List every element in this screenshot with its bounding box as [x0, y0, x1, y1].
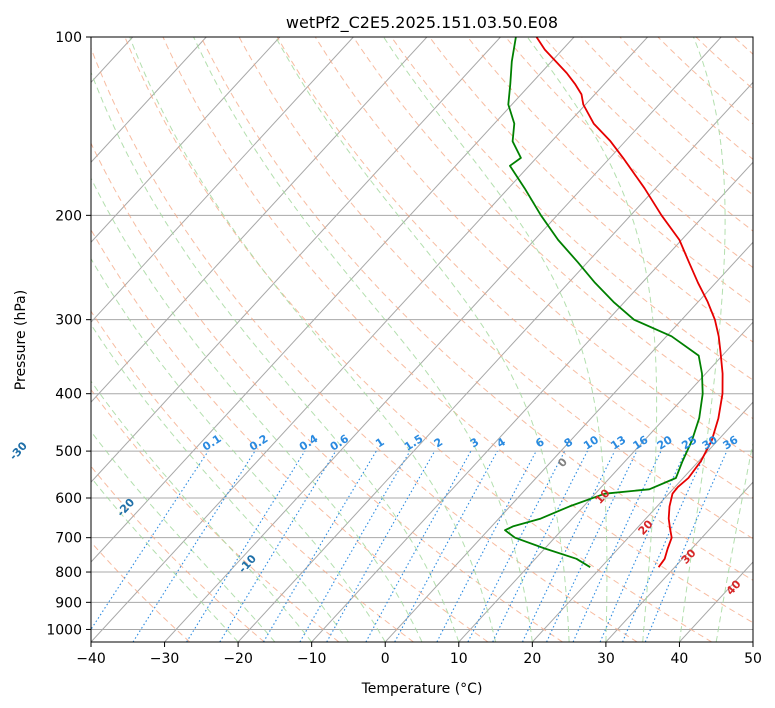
x-tick-label: −20 — [223, 651, 253, 667]
isotherm-line — [237, 81, 753, 642]
isotherm-line — [605, 481, 753, 642]
mixing-ratio-line — [365, 450, 472, 642]
x-tick-label: 40 — [671, 651, 689, 667]
y-tick-label: 100 — [55, 30, 82, 46]
mixing-ratio-line — [299, 450, 411, 642]
moist-adiabat-line — [91, 70, 460, 642]
mixing-ratio-line — [622, 450, 707, 642]
dry-adiabat-line — [91, 310, 414, 642]
moist-adiabat-line — [275, 37, 570, 642]
dewpoint-profile-line — [504, 37, 704, 568]
isotherm-line — [91, 37, 575, 563]
y-axis-label: Pressure (hPa) — [13, 290, 29, 390]
mixing-ratio-line — [492, 450, 588, 642]
isotherm-line — [91, 37, 501, 483]
y-tick-label: 200 — [55, 208, 82, 224]
dry-adiabat-line — [91, 142, 563, 642]
isotherm-line — [91, 37, 354, 323]
moist-adiabat-line — [91, 177, 423, 642]
x-tick-label: −40 — [76, 651, 106, 667]
x-tick-label: 20 — [523, 651, 541, 667]
axis-ticks: −40 −30 −20 −10 0 10 20 30 40 50 100 200 300 400 500 60… — [46, 30, 762, 667]
dry-adiabat-line — [467, 37, 753, 306]
dry-adiabat-line — [91, 46, 638, 642]
mixing-ratio-lines — [91, 450, 728, 642]
mixing-ratio-line — [522, 450, 616, 642]
mixing-ratio-line — [599, 450, 687, 642]
isotherm-line — [752, 641, 753, 642]
y-tick-label: 900 — [55, 595, 82, 611]
y-tick-label: 300 — [55, 313, 82, 329]
dry-adiabat-line — [352, 37, 753, 420]
dry-adiabat-line — [390, 37, 753, 381]
temperature-profile-line — [535, 37, 724, 568]
dry-adiabat-line — [124, 37, 713, 642]
x-tick-label: 10 — [450, 651, 468, 667]
y-tick-label: 700 — [55, 531, 82, 547]
mixing-ratio-line — [546, 450, 638, 642]
isotherm-line — [91, 37, 281, 243]
chart-title: wetPf2_C2E5.2025.151.03.50.E08 — [286, 13, 558, 33]
dry-adiabat-line — [276, 37, 753, 499]
mixing-ratio-line — [132, 450, 256, 642]
mixing-ratio-line — [394, 450, 498, 642]
dry-adiabat-line — [238, 37, 753, 540]
moist-adiabat-line — [383, 37, 608, 642]
dry-adiabat-line — [162, 37, 753, 624]
moist-adiabat-line — [193, 37, 533, 642]
dry-adiabat-line — [200, 37, 753, 581]
y-tick-label: 500 — [55, 444, 82, 460]
plot-frame — [90, 36, 754, 643]
plot-area — [91, 37, 753, 642]
y-tick-label: 1000 — [46, 622, 82, 638]
sounding-profiles — [504, 37, 724, 568]
moist-adiabat-line — [678, 37, 726, 642]
x-tick-label: −10 — [297, 651, 327, 667]
isotherm-line — [531, 401, 753, 642]
x-tick-label: 50 — [744, 651, 762, 667]
x-tick-label: 0 — [381, 651, 390, 667]
mixing-ratio-line — [219, 450, 337, 642]
isotherm-line — [458, 321, 753, 642]
y-tick-label: 800 — [55, 565, 82, 581]
isotherm-line — [384, 241, 753, 642]
x-tick-label: 30 — [597, 651, 615, 667]
moist-adiabat-line — [715, 440, 753, 642]
mixing-ratio-line — [326, 450, 436, 642]
mixing-ratio-line — [644, 450, 728, 642]
mixing-ratio-line — [572, 450, 662, 642]
dry-adiabat-line — [619, 37, 753, 160]
moist-adiabat-line — [129, 37, 497, 642]
dry-adiabat-line — [314, 37, 753, 459]
x-axis-label: Temperature (°C) — [361, 681, 483, 697]
plot-border — [90, 36, 754, 643]
isotherm-line — [164, 37, 722, 642]
moist-adiabat-line — [91, 323, 349, 642]
isotherm-line — [0, 37, 59, 642]
mixing-ratio-line — [263, 450, 377, 642]
isotherm-line — [91, 37, 207, 164]
dry-adiabat-label: -30 — [7, 439, 30, 463]
isotherm-line — [91, 37, 428, 403]
plot-background — [91, 37, 753, 642]
dry-adiabat-line — [505, 37, 753, 269]
x-tick-label: −30 — [150, 651, 180, 667]
moist-adiabat-line — [91, 380, 313, 642]
mixing-ratio-line — [186, 450, 306, 642]
dry-adiabat-line — [91, 228, 489, 642]
y-tick-label: 600 — [55, 491, 82, 507]
y-tick-label: 400 — [55, 387, 82, 403]
